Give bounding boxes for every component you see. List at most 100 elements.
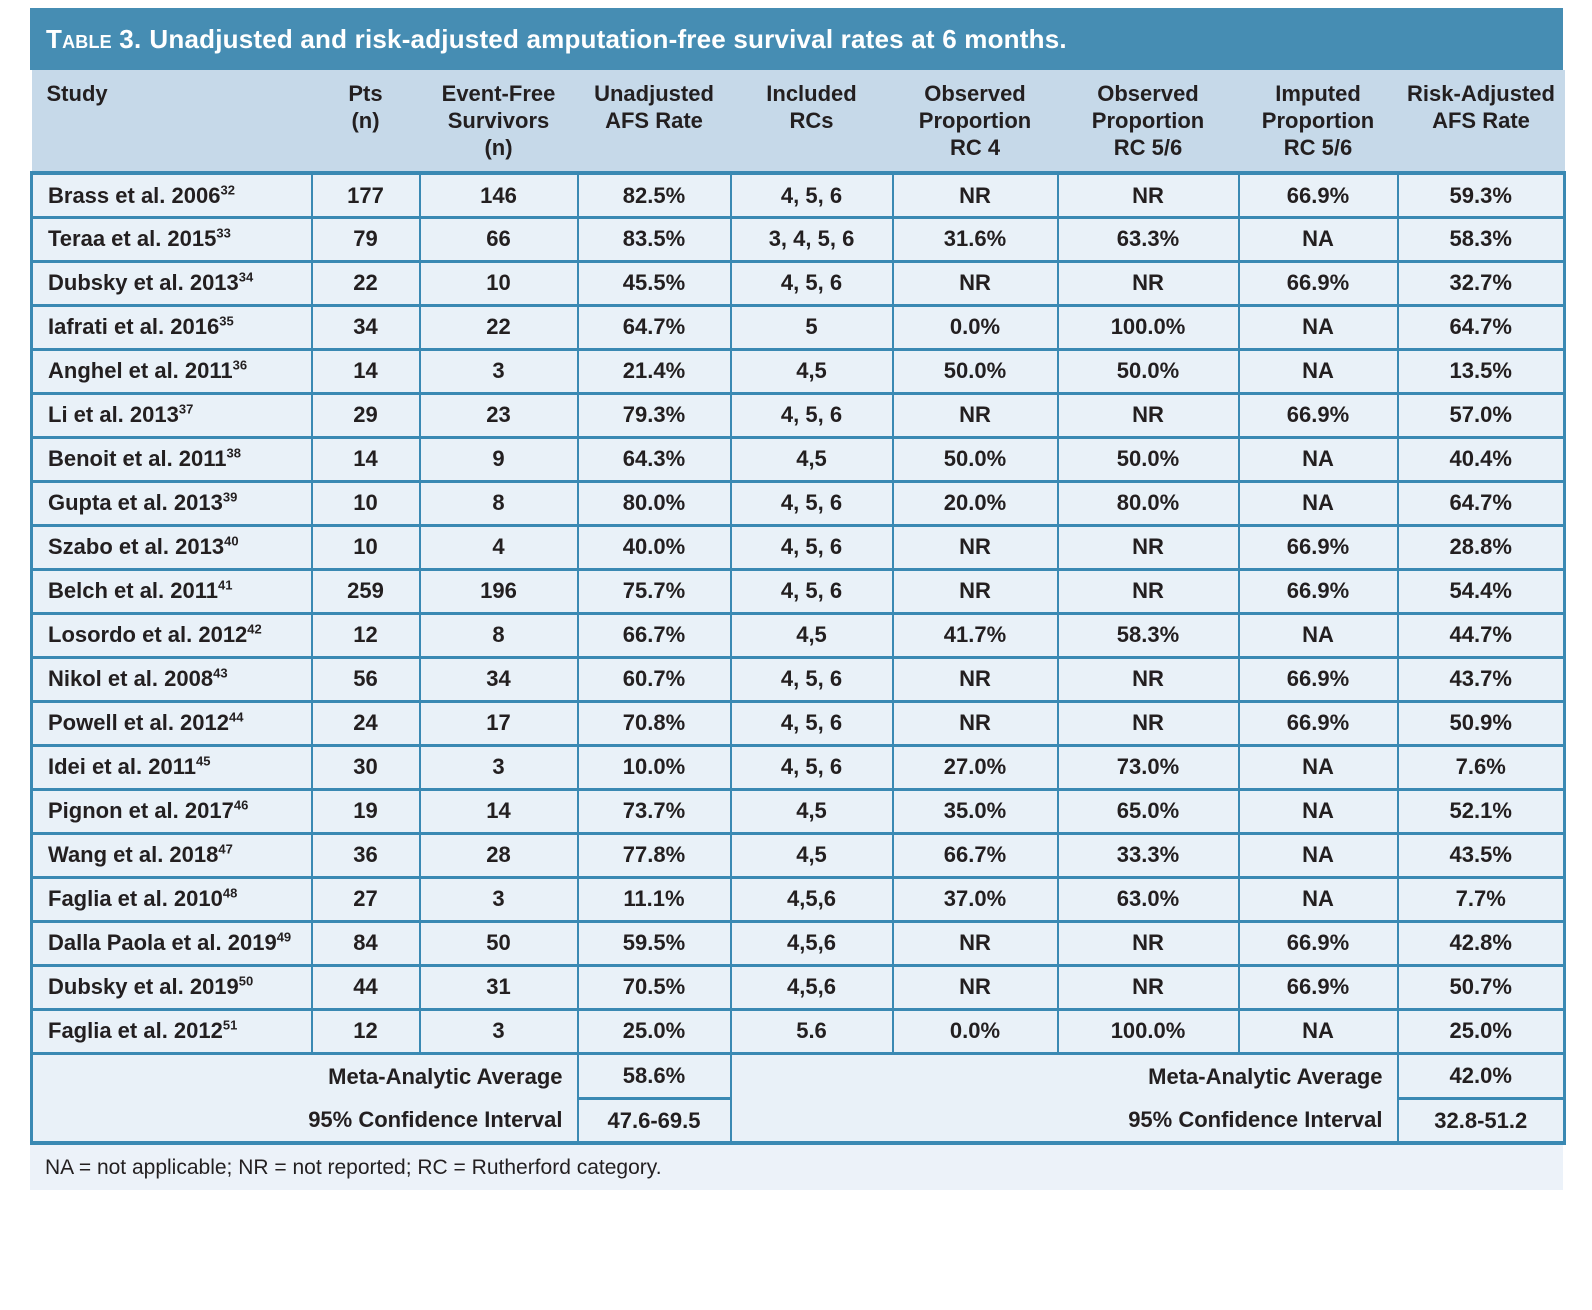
risk-adjusted-ci-value: 32.8-51.2: [1396, 1096, 1566, 1146]
cell-included-rcs: 4,5,6: [729, 875, 894, 923]
cell-pts: 36: [310, 831, 421, 879]
table-header-row: Study Pts (n) Event-Free Survivors (n) Unad…: [31, 70, 1565, 176]
cell-observed-proportion-rc56: NR: [1056, 963, 1240, 1011]
cell-included-rcs: 4, 5, 6: [729, 743, 894, 791]
risk-adjusted-ci-label: 95% Confidence Interval: [730, 1098, 1398, 1146]
cell-imputed-proportion-rc56: 66.9%: [1237, 919, 1399, 967]
cell-event-free-survivors: 3: [418, 875, 579, 923]
unadjusted-ci-value: 47.6-69.5: [576, 1096, 732, 1146]
reference-superscript: 39: [222, 490, 238, 506]
cell-observed-proportion-rc56: NR: [1056, 655, 1240, 703]
cell-observed-proportion-rc56: 58.3%: [1056, 611, 1240, 659]
study-name: Benoit et al. 2011: [48, 446, 227, 472]
reference-superscript: 37: [178, 402, 194, 418]
cell-imputed-proportion-rc56: NA: [1237, 787, 1399, 835]
cell-pts: 12: [310, 611, 421, 659]
study-name: Szabo et al. 2013: [48, 534, 225, 560]
cell-unadjusted-afs-rate: 75.7%: [576, 567, 732, 615]
cell-observed-proportion-rc4: 31.6%: [891, 215, 1059, 263]
cell-study: Benoit et al. 201138: [30, 435, 313, 483]
cell-pts: 10: [310, 479, 421, 527]
study-name: Faglia et al. 2010: [48, 886, 223, 912]
cell-observed-proportion-rc4: NR: [891, 171, 1059, 219]
cell-risk-adjusted-afs-rate: 59.3%: [1396, 171, 1566, 219]
study-name: Nikol et al. 2008: [48, 666, 214, 692]
table-row: Benoit et al. 201138 14 9 64.3% 4,5 50.0% 50.0…: [30, 435, 1566, 483]
cell-event-free-survivors: 8: [418, 611, 579, 659]
study-name: Belch et al. 2011: [48, 578, 218, 604]
table-row: Belch et al. 201141 259 196 75.7% 4, 5, 6 NR N…: [30, 567, 1566, 615]
study-name: Anghel et al. 2011: [48, 358, 233, 384]
cell-observed-proportion-rc56: 33.3%: [1056, 831, 1240, 879]
table-number-label: Table 3.: [46, 23, 142, 54]
cell-imputed-proportion-rc56: NA: [1237, 743, 1399, 791]
cell-study: Faglia et al. 201048: [30, 875, 313, 923]
cell-observed-proportion-rc56: 65.0%: [1056, 787, 1240, 835]
table-row: Li et al. 201337 29 23 79.3% 4, 5, 6 NR NR 66.9…: [30, 391, 1566, 439]
cell-included-rcs: 5.6: [729, 1007, 894, 1055]
risk-adjusted-average-label: Meta-Analytic Average: [730, 1051, 1398, 1099]
cell-event-free-survivors: 17: [418, 699, 579, 747]
study-name: Li et al. 2013: [48, 402, 179, 428]
cell-unadjusted-afs-rate: 66.7%: [576, 611, 732, 659]
cell-pts: 56: [310, 655, 421, 703]
cell-pts: 14: [310, 347, 421, 395]
reference-superscript: 47: [218, 842, 233, 858]
table-row: Iafrati et al. 201635 34 22 64.7% 5 0.0% 100.0…: [30, 303, 1566, 351]
cell-event-free-survivors: 66: [418, 215, 579, 263]
study-name: Gupta et al. 2013: [48, 490, 223, 516]
cell-observed-proportion-rc4: NR: [891, 523, 1059, 571]
study-name: Teraa et al. 2015: [48, 226, 217, 252]
cell-imputed-proportion-rc56: NA: [1237, 303, 1399, 351]
cell-observed-proportion-rc56: NR: [1056, 567, 1240, 615]
cell-unadjusted-afs-rate: 25.0%: [576, 1007, 732, 1055]
column-header-observed-proportion-rc4: Observed Proportion RC 4: [892, 70, 1058, 176]
table-row: Pignon et al. 201746 19 14 73.7% 4,5 35.0% 65.…: [30, 787, 1566, 835]
reference-superscript: 49: [276, 930, 292, 946]
study-name: Idei et al. 2011: [48, 754, 196, 780]
table-row: Losordo et al. 201242 12 8 66.7% 4,5 41.7% 58.…: [30, 611, 1566, 659]
cell-included-rcs: 4,5: [729, 611, 894, 659]
cell-imputed-proportion-rc56: 66.9%: [1237, 391, 1399, 439]
reference-superscript: 32: [220, 182, 235, 198]
cell-event-free-survivors: 31: [418, 963, 579, 1011]
cell-study: Dubsky et al. 201950: [30, 963, 313, 1011]
cell-observed-proportion-rc4: 50.0%: [891, 435, 1059, 483]
cell-observed-proportion-rc4: 27.0%: [891, 743, 1059, 791]
cell-included-rcs: 4, 5, 6: [729, 259, 894, 307]
cell-observed-proportion-rc4: 41.7%: [891, 611, 1059, 659]
cell-imputed-proportion-rc56: NA: [1237, 435, 1399, 483]
column-header-study: Study: [31, 70, 312, 176]
cell-risk-adjusted-afs-rate: 32.7%: [1396, 259, 1566, 307]
cell-unadjusted-afs-rate: 70.5%: [576, 963, 732, 1011]
cell-event-free-survivors: 196: [418, 567, 579, 615]
column-header-observed-proportion-rc56: Observed Proportion RC 5/6: [1057, 70, 1239, 176]
cell-observed-proportion-rc56: 50.0%: [1056, 347, 1240, 395]
table-row: Nikol et al. 200843 56 34 60.7% 4, 5, 6 NR NR 6…: [30, 655, 1566, 703]
cell-unadjusted-afs-rate: 82.5%: [576, 171, 732, 219]
cell-event-free-survivors: 146: [418, 171, 579, 219]
cell-included-rcs: 4, 5, 6: [729, 523, 894, 571]
column-header-risk-adjusted-afs-rate: Risk-Adjusted AFS Rate: [1397, 70, 1565, 176]
reference-superscript: 41: [218, 578, 233, 594]
cell-unadjusted-afs-rate: 11.1%: [576, 875, 732, 923]
cell-unadjusted-afs-rate: 73.7%: [576, 787, 732, 835]
cell-unadjusted-afs-rate: 80.0%: [576, 479, 732, 527]
cell-imputed-proportion-rc56: NA: [1237, 347, 1399, 395]
cell-study: Li et al. 201337: [30, 391, 313, 439]
cell-study: Faglia et al. 201251: [30, 1007, 313, 1055]
cell-included-rcs: 4,5,6: [729, 963, 894, 1011]
cell-imputed-proportion-rc56: 66.9%: [1237, 963, 1399, 1011]
cell-imputed-proportion-rc56: 66.9%: [1237, 523, 1399, 571]
table-footer: Meta-Analytic Average 58.6% Meta-Analyti…: [30, 1051, 1566, 1146]
cell-observed-proportion-rc4: NR: [891, 259, 1059, 307]
cell-risk-adjusted-afs-rate: 58.3%: [1396, 215, 1566, 263]
confidence-interval-row: 95% Confidence Interval 47.6-69.5 95% Co…: [30, 1096, 1566, 1146]
cell-unadjusted-afs-rate: 79.3%: [576, 391, 732, 439]
column-header-imputed-proportion-rc56: Imputed Proportion RC 5/6: [1238, 70, 1398, 176]
cell-event-free-survivors: 23: [418, 391, 579, 439]
cell-event-free-survivors: 50: [418, 919, 579, 967]
cell-study: Iafrati et al. 201635: [30, 303, 313, 351]
cell-risk-adjusted-afs-rate: 43.5%: [1396, 831, 1566, 879]
cell-risk-adjusted-afs-rate: 7.7%: [1396, 875, 1566, 923]
